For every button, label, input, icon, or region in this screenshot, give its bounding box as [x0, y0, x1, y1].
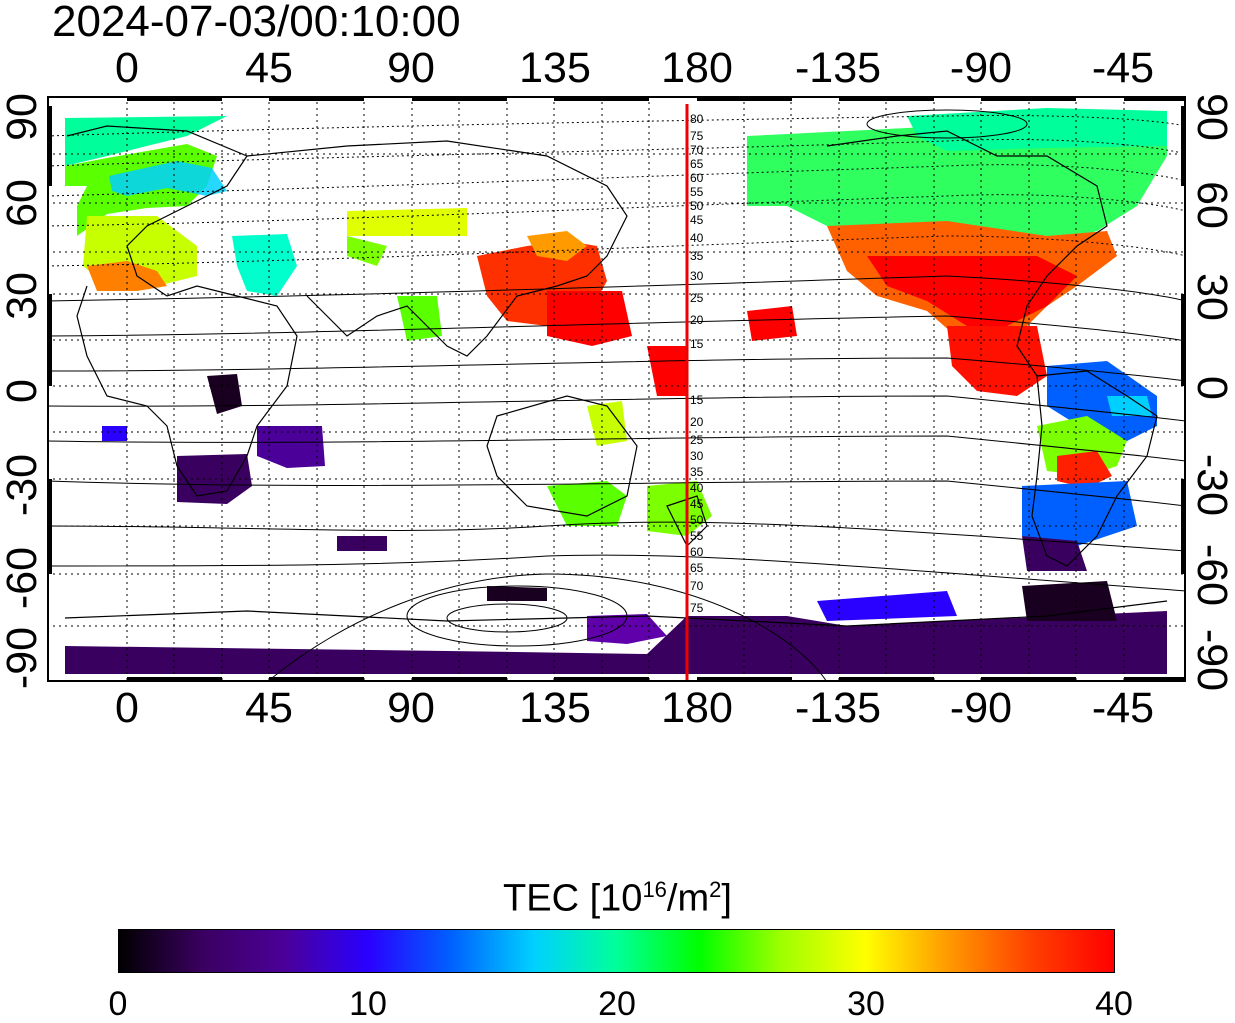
x-tick-top: -90 — [949, 44, 1013, 92]
y-tick-left: 90 — [0, 93, 46, 141]
colorbar-gradient — [118, 929, 1115, 973]
y-tick-left: 60 — [0, 179, 46, 227]
terminator-label: 75 — [690, 601, 704, 615]
x-tick-bottom: -45 — [1091, 684, 1155, 732]
terminator-label: 50 — [690, 513, 704, 527]
coastlines — [64, 125, 1168, 627]
y-tick-right: 60 — [1188, 181, 1235, 229]
y-tick-left: -60 — [0, 546, 46, 610]
x-tick-top: 135 — [519, 44, 591, 92]
x-tick-top: 0 — [115, 44, 139, 92]
colorbar-tick: 0 — [108, 985, 128, 1023]
y-tick-right: 0 — [1188, 376, 1235, 400]
terminator-label: 30 — [690, 449, 704, 463]
terminator-label: 20 — [690, 415, 704, 429]
x-tick-bottom: 90 — [387, 684, 435, 732]
tec-data-patches — [65, 108, 1167, 674]
y-tick-left: -30 — [0, 453, 46, 517]
tec-map: 80 75 70 65 60 55 50 45 40 35 30 25 20 1… — [47, 96, 1186, 682]
x-tick-top: 90 — [387, 44, 435, 92]
colorbar-title-suffix: ] — [721, 877, 732, 920]
terminator-label: 25 — [690, 291, 704, 305]
terminator-label: 35 — [690, 465, 704, 479]
magnetic-latitude-contours — [47, 109, 1186, 682]
y-tick-right: -30 — [1188, 453, 1235, 517]
terminator-label: 65 — [690, 157, 704, 171]
colorbar-title-prefix: TEC [10 — [503, 877, 643, 920]
x-tick-bottom: -135 — [794, 684, 882, 732]
terminator-label: 15 — [690, 393, 704, 407]
y-tick-right: 90 — [1188, 93, 1235, 141]
terminator-label: 35 — [690, 249, 704, 263]
x-tick-top: -135 — [794, 44, 882, 92]
terminator-labels: 80 75 70 65 60 55 50 45 40 35 30 25 20 1… — [690, 112, 704, 615]
x-tick-top: -45 — [1091, 44, 1155, 92]
map-frame-border — [47, 96, 1186, 682]
y-tick-right: -90 — [1188, 628, 1235, 692]
colorbar-title-exponent2: 2 — [709, 877, 722, 902]
x-tick-bottom: 180 — [661, 684, 733, 732]
y-axis-left: 90 60 30 0 -30 -60 -90 — [0, 0, 46, 700]
colorbar-tick: 20 — [598, 985, 636, 1023]
terminator-label: 60 — [690, 545, 704, 559]
y-tick-left: -90 — [0, 626, 46, 690]
terminator-label: 55 — [690, 185, 704, 199]
x-axis-bottom: 0 45 90 135 180 -135 -90 -45 — [0, 686, 1235, 730]
terminator-label: 80 — [690, 112, 704, 126]
terminator-label: 40 — [690, 481, 704, 495]
terminator-label: 70 — [690, 143, 704, 157]
colorbar-title-exponent: 16 — [642, 877, 667, 902]
x-tick-bottom: 135 — [519, 684, 591, 732]
colorbar-tick: 30 — [847, 985, 885, 1023]
terminator-label: 70 — [690, 579, 704, 593]
y-tick-right: -60 — [1188, 543, 1235, 607]
colorbar-title-mid: /m — [666, 877, 710, 920]
x-tick-top: 45 — [245, 44, 293, 92]
y-axis-right: 90 60 30 0 -30 -60 -90 — [1188, 0, 1235, 700]
terminator-label: 55 — [690, 529, 704, 543]
axis-tick-bars — [47, 96, 1186, 682]
x-tick-bottom: -90 — [949, 684, 1013, 732]
terminator-label: 20 — [690, 313, 704, 327]
terminator-label: 60 — [690, 171, 704, 185]
terminator-label: 65 — [690, 561, 704, 575]
timestamp-title: 2024-07-03/00:10:00 — [52, 0, 461, 46]
x-axis-top: 0 45 90 135 180 -135 -90 -45 — [0, 46, 1235, 90]
terminator-label: 75 — [690, 129, 704, 143]
x-tick-bottom: 45 — [245, 684, 293, 732]
colorbar-tick: 10 — [349, 985, 387, 1023]
terminator-label: 45 — [690, 497, 704, 511]
terminator-label: 45 — [690, 213, 704, 227]
terminator-label: 15 — [690, 337, 704, 351]
colorbar-tick: 40 — [1095, 985, 1133, 1023]
terminator-label: 25 — [690, 433, 704, 447]
x-tick-bottom: 0 — [115, 684, 139, 732]
terminator-label: 40 — [690, 231, 704, 245]
y-tick-right: 30 — [1188, 273, 1235, 321]
y-tick-left: 0 — [0, 379, 46, 403]
terminator-label: 50 — [690, 199, 704, 213]
y-tick-left: 30 — [0, 272, 46, 320]
colorbar-title: TEC [1016/m2] — [0, 866, 1235, 923]
terminator-label: 30 — [690, 269, 704, 283]
x-tick-top: 180 — [661, 44, 733, 92]
